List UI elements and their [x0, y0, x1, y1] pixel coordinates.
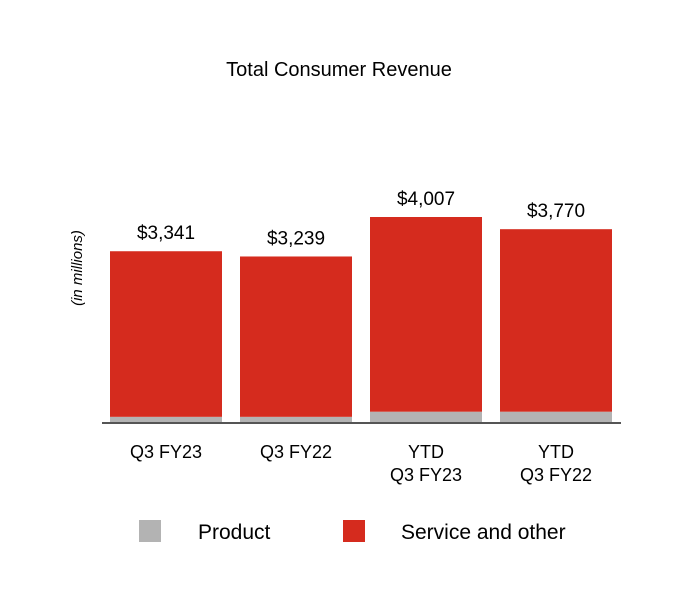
- total-label-3: $4,007: [397, 189, 455, 210]
- legend-swatch-product: [139, 520, 161, 542]
- total-label-1: $3,341: [137, 223, 195, 244]
- chart-title: Total Consumer Revenue: [226, 59, 452, 81]
- category-label-4-line-2: Q3 FY22: [520, 465, 592, 485]
- category-label-3-line-2: Q3 FY23: [390, 465, 462, 485]
- bar-product-2: [240, 416, 352, 423]
- bar-service-1: [110, 251, 222, 417]
- total-label-4: $3,770: [527, 201, 585, 222]
- legend-label-product: Product: [198, 521, 271, 544]
- category-label-4-line-1: YTD: [538, 442, 574, 462]
- y-axis-label: (in millions): [69, 230, 86, 306]
- labels: $3,341 Q3 FY23 $3,239 Q3 FY22 $4,007 YTD Q3 FY…: [130, 189, 592, 485]
- legend-swatch-service: [343, 520, 365, 542]
- legend-label-service: Service and other: [401, 521, 566, 544]
- category-label-2-line-1: Q3 FY22: [260, 442, 332, 462]
- bar-service-2: [240, 256, 352, 417]
- bar-service-4: [500, 229, 612, 412]
- bars: [110, 217, 612, 423]
- bar-product-1: [110, 416, 222, 423]
- category-label-1-line-1: Q3 FY23: [130, 442, 202, 462]
- total-label-2: $3,239: [267, 228, 325, 249]
- category-label-3-line-1: YTD: [408, 442, 444, 462]
- bar-service-3: [370, 217, 482, 412]
- bar-product-4: [500, 411, 612, 423]
- legend: Product Service and other: [139, 520, 566, 544]
- bar-product-3: [370, 411, 482, 423]
